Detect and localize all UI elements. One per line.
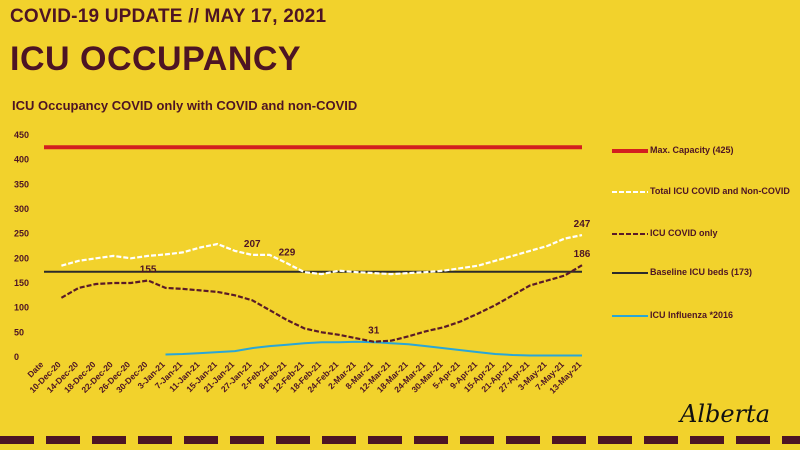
legend-label: Total ICU COVID and Non-COVID xyxy=(650,186,790,196)
y-tick-label: 200 xyxy=(14,253,29,263)
legend-label: Baseline ICU beds (173) xyxy=(650,267,753,277)
legend-swatch xyxy=(612,233,648,235)
y-tick-label: 50 xyxy=(14,327,24,337)
y-tick-label: 250 xyxy=(14,229,29,239)
data-label: 31 xyxy=(368,326,380,337)
y-tick-label: 0 xyxy=(14,352,19,362)
bottom-dashed-strip xyxy=(0,436,800,444)
data-label: 207 xyxy=(244,239,261,250)
legend-swatch xyxy=(612,149,648,153)
y-tick-label: 150 xyxy=(14,278,29,288)
legend-label: ICU Influenza *2016 xyxy=(650,310,734,320)
legend-swatch xyxy=(612,272,648,274)
y-tick-label: 400 xyxy=(14,155,29,165)
page-title: ICU OCCUPANCY xyxy=(10,40,302,78)
series-line-total-icu-covid-and-non-covid xyxy=(61,234,583,276)
y-tick-label: 300 xyxy=(14,204,29,214)
data-label: 247 xyxy=(574,219,591,230)
y-tick-label: 100 xyxy=(14,303,29,313)
update-date-heading: COVID-19 UPDATE // MAY 17, 2021 xyxy=(10,6,327,27)
legend-swatch xyxy=(612,315,648,317)
y-tick-label: 450 xyxy=(14,130,29,140)
data-label: 155 xyxy=(140,265,157,276)
series-line-icu-influenza-2016 xyxy=(165,340,582,357)
chart-subtitle: ICU Occupancy COVID only with COVID and … xyxy=(12,98,358,113)
legend-swatch xyxy=(612,191,648,193)
y-tick-label: 350 xyxy=(14,179,29,189)
series-line-icu-covid-only xyxy=(60,264,583,343)
alberta-logo: Alberta xyxy=(680,400,770,428)
data-label: 186 xyxy=(574,249,591,260)
legend-label: Max. Capacity (425) xyxy=(650,145,734,155)
data-label: 229 xyxy=(279,247,296,258)
legend-label: ICU COVID only xyxy=(650,228,718,238)
